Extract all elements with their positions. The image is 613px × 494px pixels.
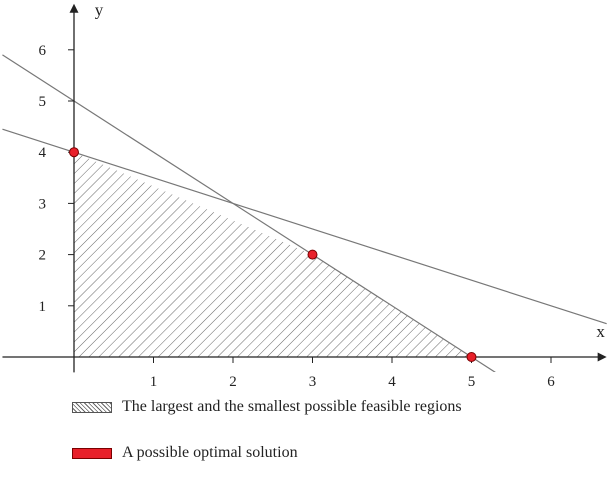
- constraint-line-1: [2, 54, 496, 372]
- legend-swatch-red: [72, 447, 112, 459]
- x-tick-label-3: 3: [309, 374, 317, 390]
- y-axis-label: y: [95, 1, 104, 20]
- optimal-point-3: [466, 352, 477, 362]
- legend-label-region: The largest and the smallest possible fe…: [122, 398, 462, 415]
- optimal-point-2: [307, 249, 318, 260]
- constraint-lines-layer: [2, 54, 607, 372]
- legend-item-point: A possible optimal solution: [72, 444, 298, 462]
- feasible-region: [74, 152, 472, 357]
- x-tick-label-6: 6: [547, 374, 555, 390]
- axes-layer: 1 2 3 4 5 6 1 2 3 4 5 6 x y: [2, 1, 607, 390]
- x-axis-label: x: [596, 322, 605, 341]
- optimal-point-1: [69, 147, 79, 158]
- legend-label-point: A possible optimal solution: [122, 444, 298, 461]
- x-axis-arrow-icon: [597, 352, 607, 362]
- x-tick-label-5: 5: [468, 374, 476, 390]
- constraint-line-0: [2, 128, 607, 325]
- y-tick-label-4: 4: [39, 145, 47, 161]
- y-axis-arrow-icon: [69, 3, 79, 13]
- y-tick-label-5: 5: [39, 94, 47, 110]
- legend-swatch-hatched: [72, 401, 112, 413]
- optimal-points-layer: [69, 147, 477, 362]
- x-tick-label-4: 4: [388, 374, 396, 390]
- x-tick-label-1: 1: [150, 374, 158, 390]
- legend-item-region: The largest and the smallest possible fe…: [72, 398, 462, 416]
- y-tick-label-3: 3: [39, 196, 47, 212]
- y-tick-label-6: 6: [39, 43, 47, 59]
- y-tick-label-2: 2: [39, 248, 47, 264]
- y-tick-label-1: 1: [39, 299, 47, 315]
- x-tick-label-2: 2: [229, 374, 237, 390]
- feasible-region-layer: [74, 152, 472, 357]
